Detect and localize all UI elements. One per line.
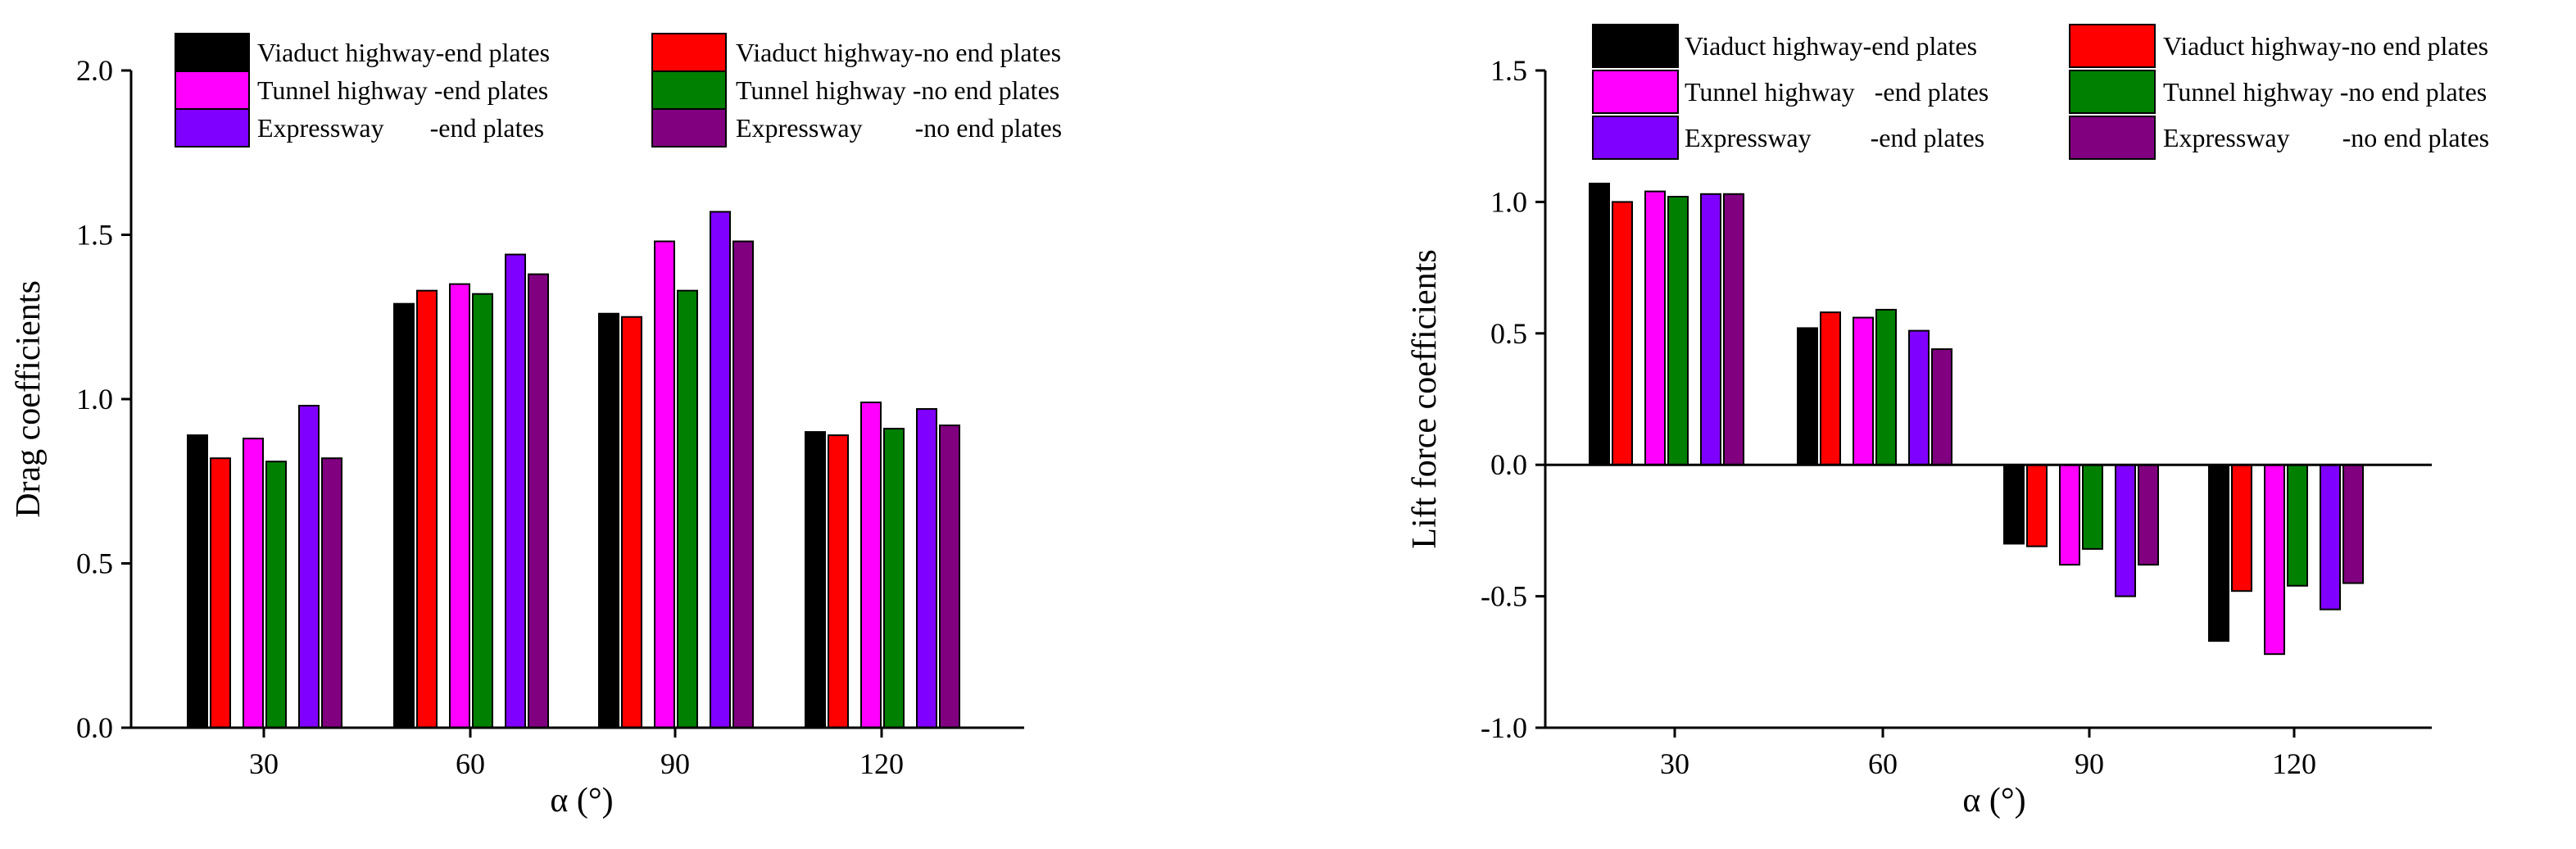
drag-coefficient-chart: 0.0 0.5 1.0 1.5 2.0 30 60 90 120 α (°) Drag coeffi… (10, 33, 1062, 819)
bar-60-series-6 (1931, 348, 1952, 466)
bar-120-series-1 (805, 431, 826, 729)
legend-label-1: Viaduct highway-end plates (257, 38, 550, 67)
bar-90-series-1 (2003, 464, 2025, 545)
bar-30-series-1 (1589, 182, 1610, 466)
y-tick-label: -1.0 (1481, 711, 1527, 744)
bar-60-series-5 (505, 253, 526, 729)
y-tick-label: 0.5 (1490, 317, 1527, 350)
bar-30-series-4 (1667, 195, 1689, 466)
legend-swatch-5 (1592, 116, 1679, 160)
bar-120-series-4 (883, 428, 905, 729)
legend-swatch-6 (651, 108, 727, 148)
bar-90-series-1 (598, 312, 619, 729)
bar-120-series-6 (2342, 464, 2364, 584)
bar-60-series-3 (449, 283, 470, 729)
legend-swatch-2 (2069, 24, 2156, 68)
y-axis-title: Lift force coefficients (1406, 249, 1444, 548)
x-axis-title: α (°) (1962, 782, 2025, 819)
legend-label-5: Expressway -end plates (257, 113, 544, 143)
y-tick-label: 0.0 (1490, 448, 1527, 481)
lift-force-coefficient-chart: -1.0 -0.5 0.0 0.5 1.0 1.5 30 60 90 120 α (°) Lift f… (1406, 24, 2489, 819)
legend-swatch-4 (2069, 70, 2156, 114)
bar-120-series-1 (2208, 464, 2229, 642)
bar-120-series-2 (828, 434, 849, 729)
bar-90-series-3 (2059, 464, 2080, 566)
bar-120-series-5 (916, 408, 937, 729)
bar-60-series-1 (1797, 327, 1818, 466)
x-tick-label: 120 (859, 747, 904, 780)
bar-90-series-5 (2115, 464, 2136, 597)
x-tick-label: 90 (2075, 747, 2104, 780)
y-tick-label: -0.5 (1481, 580, 1527, 613)
legend-swatch-5 (175, 108, 250, 148)
legend-label-4: Tunnel highway -no end plates (736, 75, 1059, 105)
x-tick-label: 60 (456, 747, 485, 780)
legend-label-5: Expressway -end plates (1685, 123, 1984, 152)
y-tick-label: 1.5 (76, 219, 113, 252)
x-tick-label: 120 (2272, 747, 2316, 780)
bar-60-series-6 (528, 273, 549, 729)
legend-label-1: Viaduct highway-end plates (1685, 31, 1977, 61)
bar-120-series-4 (2287, 464, 2308, 587)
legend-swatch-6 (2069, 116, 2156, 160)
y-tick-label: 0.0 (76, 711, 113, 744)
x-tick-label: 60 (1868, 747, 1898, 780)
y-tick-label: 1.5 (1490, 54, 1527, 87)
bar-60-series-4 (1875, 308, 1897, 466)
bar-90-series-6 (732, 240, 754, 729)
legend-swatch-1 (175, 33, 250, 72)
bar-90-series-4 (2082, 464, 2103, 550)
x-tick-label: 30 (1660, 747, 1689, 780)
bar-60-series-1 (393, 302, 415, 729)
y-tick-label: 1.0 (76, 383, 113, 415)
bar-30-series-5 (298, 405, 320, 729)
x-tick-label: 30 (249, 747, 279, 780)
bar-90-series-5 (710, 211, 731, 729)
bar-90-series-6 (2138, 464, 2159, 566)
bar-90-series-2 (2026, 464, 2048, 547)
legend-label-6: Expressway -no end plates (2163, 123, 2489, 152)
legend-swatch-3 (175, 70, 250, 110)
x-axis-title: α (°) (550, 782, 613, 819)
bar-30-series-4 (265, 461, 287, 729)
bar-60-series-2 (416, 289, 438, 729)
legend-label-6: Expressway -no end plates (736, 113, 1062, 143)
y-axis-title: Drag coefficients (10, 280, 48, 518)
bar-120-series-6 (939, 424, 960, 729)
bar-60-series-3 (1853, 316, 1874, 466)
bar-30-series-1 (187, 434, 208, 729)
legend-swatch-2 (651, 33, 727, 72)
legend-label-2: Viaduct highway-no end plates (2163, 31, 2488, 61)
bar-120-series-2 (2231, 464, 2252, 592)
bar-90-series-4 (677, 289, 698, 729)
bar-120-series-3 (860, 402, 882, 729)
bar-90-series-3 (654, 240, 675, 729)
legend-label-2: Viaduct highway-no end plates (736, 38, 1061, 67)
legend-swatch-4 (651, 70, 727, 110)
legend-swatch-3 (1592, 70, 1679, 114)
bar-30-series-6 (321, 457, 342, 729)
bar-120-series-3 (2264, 464, 2285, 656)
legend-swatch-1 (1592, 24, 1679, 68)
bar-30-series-3 (1644, 190, 1666, 466)
legend-label-3: Tunnel highway -end plates (257, 75, 548, 105)
bar-30-series-2 (210, 457, 231, 729)
bar-60-series-2 (1820, 311, 1841, 466)
y-tick-label: 0.5 (76, 547, 113, 580)
bar-30-series-5 (1700, 193, 1721, 466)
legend-label-3: Tunnel highway -end plates (1685, 77, 1989, 107)
x-tick-label: 90 (660, 747, 690, 780)
bar-120-series-5 (2320, 464, 2341, 611)
bar-30-series-2 (1612, 201, 1633, 466)
y-tick-label: 1.0 (1490, 185, 1527, 218)
bar-30-series-3 (243, 438, 264, 729)
bar-60-series-5 (1908, 329, 1930, 466)
legend-label-4: Tunnel highway -no end plates (2163, 77, 2487, 107)
bar-90-series-2 (621, 316, 642, 729)
bar-30-series-6 (1723, 193, 1744, 466)
y-tick-label: 2.0 (76, 54, 113, 87)
bar-60-series-4 (472, 293, 493, 729)
